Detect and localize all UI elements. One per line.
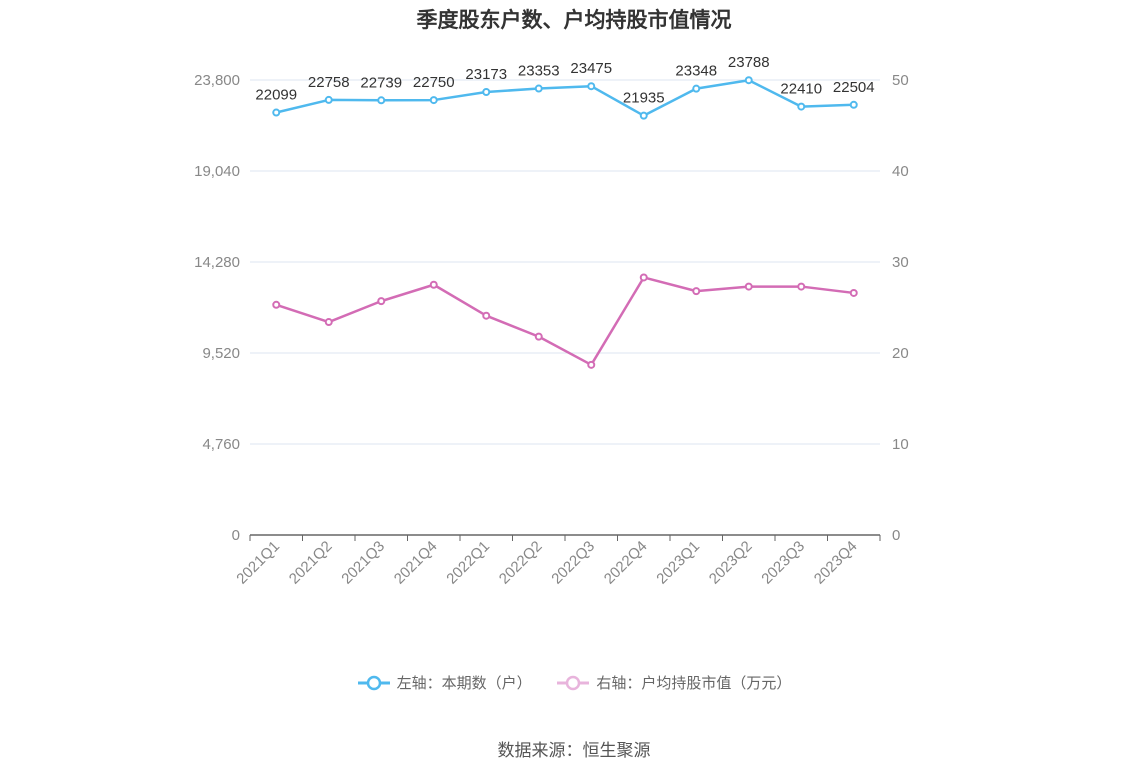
data-point [587,360,596,369]
data-point [482,87,491,96]
data-point [324,95,333,104]
data-point [797,282,806,291]
legend-item-right[interactable]: 右轴：户均持股市值（万元） [556,672,791,693]
x-tick-label: 2023Q1 [653,538,703,588]
data-point [744,282,753,291]
data-label: 23475 [570,60,612,77]
y-right-tick-label: 20 [892,345,909,362]
y-left-tick-label: 14,280 [194,254,240,271]
data-point [377,297,386,306]
data-label: 22099 [255,87,297,104]
data-point [849,100,858,109]
x-tick-label: 2021Q1 [233,538,283,588]
y-right-tick-label: 30 [892,254,909,271]
data-point [797,102,806,111]
data-label: 22504 [833,79,875,96]
data-point [272,108,281,117]
y-right-tick-label: 10 [892,436,909,453]
x-tick-label: 2022Q3 [548,538,598,588]
data-label: 22739 [360,74,402,91]
legend-label-left: 左轴：本期数（户） [396,674,532,692]
data-point [272,300,281,309]
data-point [324,318,333,327]
data-point [429,96,438,105]
y-left-tick-label: 23,800 [194,72,240,89]
data-point [639,111,648,120]
data-source: 数据来源：恒生聚源 [497,741,651,761]
data-point [534,84,543,93]
data-label: 22410 [780,81,822,98]
data-point [587,82,596,91]
data-point [692,287,701,296]
data-point [744,76,753,85]
data-label: 23348 [675,63,717,80]
data-label: 22750 [413,74,455,91]
y-left-tick-label: 19,040 [194,163,240,180]
legend-label-right: 右轴：户均持股市值（万元） [596,674,792,692]
data-point [639,273,648,282]
legend-item-left[interactable]: 左轴：本期数（户） [357,672,532,693]
series-line-shareholders [275,78,854,117]
data-point [429,280,438,289]
x-tick-label: 2022Q2 [496,538,546,588]
data-point [849,288,858,297]
y-left-tick-label: 4,760 [202,436,240,453]
data-point [534,332,543,341]
legend-line-circle-icon [357,675,390,690]
data-label: 23173 [465,66,507,83]
x-tick-label: 2021Q3 [338,538,388,588]
y-right-tick-label: 50 [892,72,909,89]
y-left-tick-label: 9,520 [202,345,240,362]
chart-svg: 0 0 4,760 10 9,520 20 14,280 30 19,040 40 23,800 50… [194,54,909,588]
legend-line-circle-icon [557,675,590,690]
data-label: 23353 [518,63,560,80]
legend: 左轴：本期数（户） 右轴：户均持股市值（万元） [0,672,1148,695]
x-tick-label: 2023Q3 [758,538,808,588]
x-tick-label: 2022Q4 [601,538,651,588]
data-point [377,96,386,105]
data-label: 23788 [728,54,770,71]
y-right-tick-label: 40 [892,163,909,180]
y-left-tick-label: 0 [232,527,240,544]
data-point [482,311,491,320]
data-label: 22758 [308,74,350,91]
series-line-avg-holding [275,276,854,367]
chart-title: 季度股东户数、户均持股市值情况 [416,8,732,32]
x-tick-label: 2023Q2 [706,538,756,588]
data-label: 21935 [623,90,665,107]
data-point [692,84,701,93]
x-tick-label: 2021Q2 [286,538,336,588]
y-right-tick-label: 0 [892,527,900,544]
x-tick-label: 2022Q1 [443,538,493,588]
x-tick-label: 2023Q4 [811,538,861,588]
x-tick-label: 2021Q4 [391,538,441,588]
